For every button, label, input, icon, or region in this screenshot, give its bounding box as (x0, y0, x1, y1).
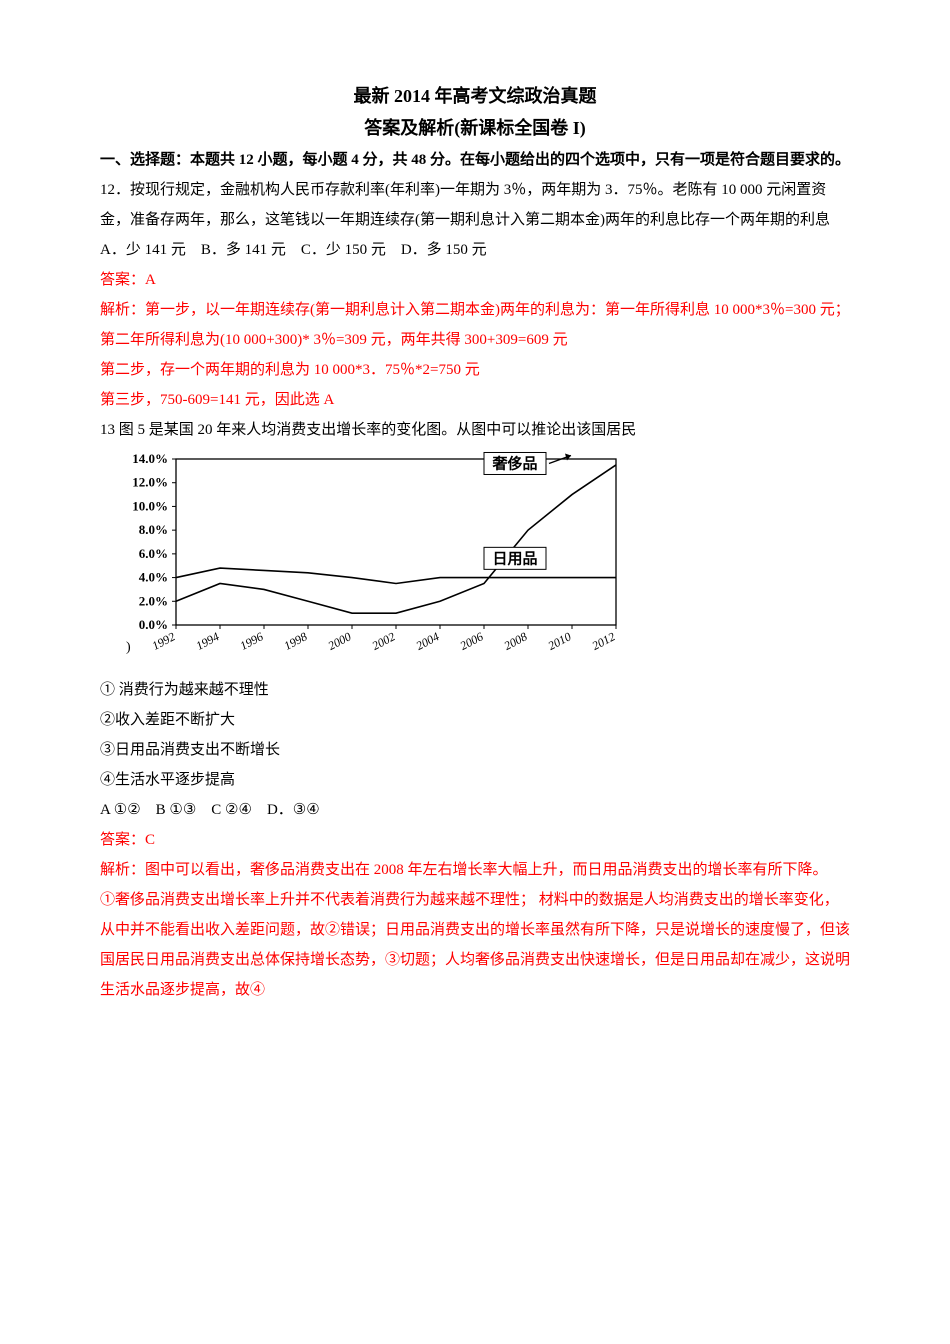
q12-analysis-3: 第三步，750-609=141 元，因此选 A (100, 385, 850, 415)
svg-text:2006: 2006 (458, 629, 486, 653)
q13-analysis-2: ①奢侈品消费支出增长率上升并不代表着消费行为越来越不理性； 材料中的数据是人均消… (100, 885, 850, 1005)
chart-svg: 14.0% 12.0% 10.0% 8.0% 6.0% 4.0% 2.0% 0.0%1992 1… (110, 451, 630, 661)
svg-text:8.0%: 8.0% (139, 522, 168, 537)
q13-opt-4: ④生活水平逐步提高 (100, 765, 850, 795)
svg-text:14.0%: 14.0% (132, 451, 168, 466)
q12-stem: 12．按现行规定，金融机构人民币存款利率(年利率)一年期为 3％，两年期为 3．… (100, 175, 850, 235)
svg-text:2.0%: 2.0% (139, 593, 168, 608)
svg-text:4.0%: 4.0% (139, 569, 168, 584)
svg-text:1994: 1994 (194, 629, 222, 653)
q13-answer: 答案：C (100, 825, 850, 855)
q13-stem: 13 图 5 是某国 20 年来人均消费支出增长率的变化图。从图中可以推论出该国… (100, 415, 850, 445)
svg-text:12.0%: 12.0% (132, 474, 168, 489)
svg-text:6.0%: 6.0% (139, 546, 168, 561)
q12-analysis-2: 第二步，存一个两年期的利息为 10 000*3．75％*2=750 元 (100, 355, 850, 385)
q13-opt-3: ③日用品消费支出不断增长 (100, 735, 850, 765)
doc-title-line1: 最新 2014 年高考文综政治真题 (100, 80, 850, 112)
doc-title-line2: 答案及解析(新课标全国卷 I) (100, 112, 850, 144)
q13-analysis-1: 解析：图中可以看出，奢侈品消费支出在 2008 年左右增长率大幅上升，而日用品消… (100, 855, 850, 885)
q13-chart: 14.0% 12.0% 10.0% 8.0% 6.0% 4.0% 2.0% 0.0%1992 1… (110, 451, 850, 661)
q13-opt-2: ②收入差距不断扩大 (100, 705, 850, 735)
svg-text:1992: 1992 (150, 629, 178, 653)
section-heading: 一、选择题：本题共 12 小题，每小题 4 分，共 48 分。在每小题给出的四个… (100, 145, 850, 175)
svg-text:奢侈品: 奢侈品 (491, 454, 537, 472)
q12-answer: 答案：A (100, 265, 850, 295)
svg-text:0.0%: 0.0% (139, 617, 168, 632)
svg-text:日用品: 日用品 (492, 550, 537, 567)
q13-opt-1: ① 消费行为越来越不理性 (100, 675, 850, 705)
q13-options-line: A ①② B ①③ C ②④ D．③④ (100, 795, 850, 825)
svg-text:10.0%: 10.0% (132, 498, 168, 513)
svg-text:2002: 2002 (370, 629, 398, 653)
q12-analysis-1: 解析：第一步，以一年期连续存(第一期利息计入第二期本金)两年的利息为：第一年所得… (100, 295, 850, 355)
svg-text:1998: 1998 (282, 629, 310, 653)
svg-text:2012: 2012 (590, 629, 618, 653)
svg-text:2004: 2004 (414, 629, 442, 653)
svg-text:1996: 1996 (238, 629, 266, 653)
svg-text:2010: 2010 (546, 629, 574, 653)
svg-text:): ) (126, 640, 131, 655)
svg-text:2000: 2000 (326, 629, 354, 653)
q12-options: A．少 141 元 B．多 141 元 C．少 150 元 D．多 150 元 (100, 235, 850, 265)
svg-text:2008: 2008 (502, 629, 530, 653)
